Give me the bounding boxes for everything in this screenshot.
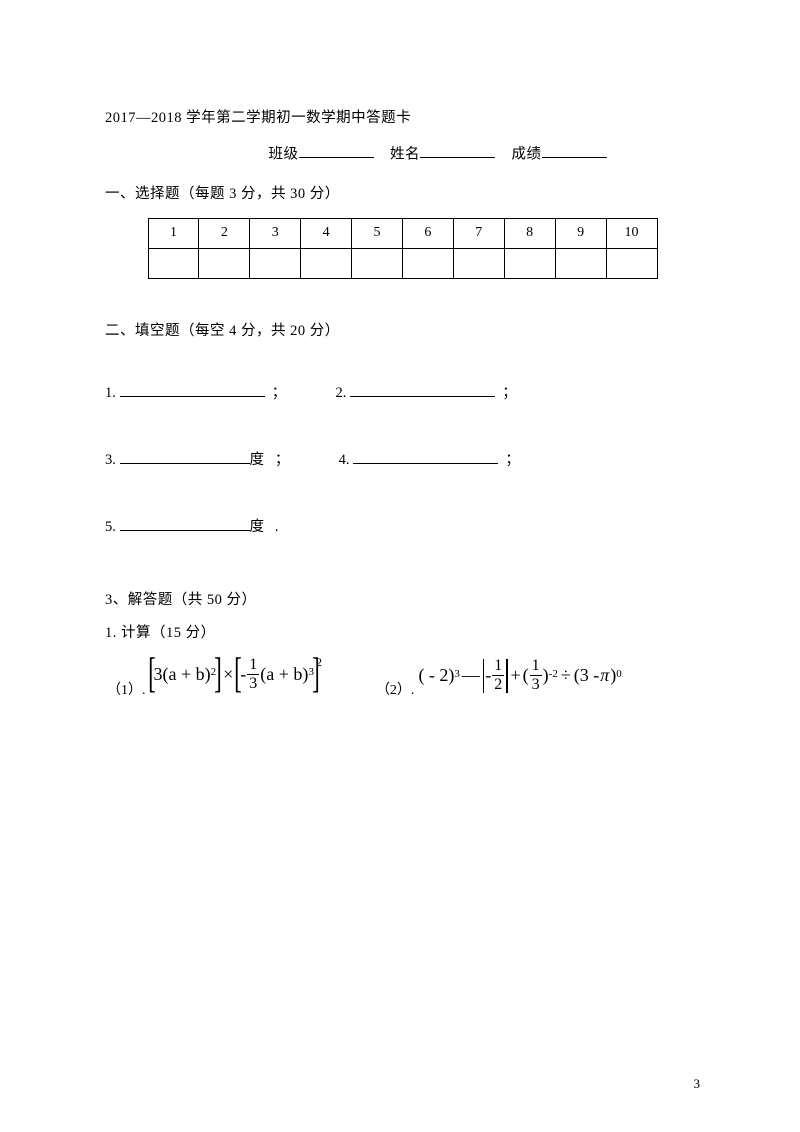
sup: -2 xyxy=(549,668,558,680)
score-blank xyxy=(542,144,607,159)
unit: 度 xyxy=(250,519,265,535)
class-label: 班级 xyxy=(269,146,299,162)
cell: 3 xyxy=(250,218,301,248)
punct: ； xyxy=(502,385,517,401)
frac-top: 1 xyxy=(530,658,542,675)
cell xyxy=(504,248,555,278)
punct: . xyxy=(275,519,279,535)
fill-row: 1. ； 2. ； xyxy=(105,381,700,402)
fill-blank xyxy=(120,449,250,464)
fill-num: 2. xyxy=(336,385,347,402)
cell xyxy=(301,248,352,278)
section2-heading: 二、填空题（每空 4 分，共 20 分） xyxy=(105,321,700,343)
cell: 7 xyxy=(453,218,504,248)
bracket-icon: ] xyxy=(312,655,320,693)
txt: (a + b) xyxy=(260,664,308,685)
fraction: 1 3 xyxy=(530,658,542,693)
name-blank xyxy=(420,144,495,159)
cell xyxy=(199,248,250,278)
punct: ； xyxy=(275,452,290,468)
fraction: 1 2 xyxy=(492,658,504,693)
sup: 0 xyxy=(616,668,622,680)
fill-num: 3. xyxy=(105,452,116,469)
fill-num: 4. xyxy=(339,452,350,469)
pi: π xyxy=(600,665,609,686)
punct: ； xyxy=(272,385,287,401)
cell: 6 xyxy=(402,218,453,248)
cell: 5 xyxy=(352,218,403,248)
fraction: 1 3 xyxy=(247,657,259,692)
frac-bot: 3 xyxy=(530,675,542,693)
section3-heading: 3、解答题（共 50 分） xyxy=(105,590,700,612)
cell xyxy=(606,248,657,278)
fill-row: 5. 度 . xyxy=(105,515,700,536)
formula-2: ( - 2)3 — - 1 2 + ( 1 3 )-2 ÷ (3 - π )0 xyxy=(418,658,621,693)
txt: ( - 2) xyxy=(418,665,454,686)
exam-title: 2017—2018 学年第二学期初一数学期中答题卡 xyxy=(105,108,700,130)
student-info-line: 班级 姓名 成绩 xyxy=(105,144,700,166)
fill-blank xyxy=(350,382,495,397)
cell: 8 xyxy=(504,218,555,248)
cell xyxy=(402,248,453,278)
abs-bar-icon xyxy=(483,659,484,693)
cell: 10 xyxy=(606,218,657,248)
txt: ( xyxy=(523,665,529,686)
cell xyxy=(352,248,403,278)
txt: (3 - xyxy=(574,665,600,686)
cell: 2 xyxy=(199,218,250,248)
cell xyxy=(453,248,504,278)
formula-row: （1）. [ 3 (a + b)2 ] × [ - 1 3 (a + b)3 ]… xyxy=(105,655,700,701)
dash: — xyxy=(462,665,480,686)
answer-table: 1 2 3 4 5 6 7 8 9 10 xyxy=(148,218,658,279)
cell: 9 xyxy=(555,218,606,248)
cell xyxy=(148,248,199,278)
bracket-icon: ] xyxy=(214,655,222,693)
page-number: 3 xyxy=(694,1076,701,1092)
formula-1: [ 3 (a + b)2 ] × [ - 1 3 (a + b)3 ] 2 xyxy=(150,655,322,693)
punct: ； xyxy=(505,452,520,468)
plus: + xyxy=(511,665,521,686)
section1-heading: 一、选择题（每题 3 分，共 30 分） xyxy=(105,184,700,206)
sup: 3 xyxy=(454,668,460,680)
frac-top: 1 xyxy=(492,658,504,675)
fill-row: 3. 度 ； 4. ； xyxy=(105,448,700,469)
frac-top: 1 xyxy=(247,657,259,674)
section3-sub: 1. 计算（15 分） xyxy=(105,623,700,645)
fill-num: 1. xyxy=(105,385,116,402)
cell: 4 xyxy=(301,218,352,248)
table-row: 1 2 3 4 5 6 7 8 9 10 xyxy=(148,218,657,248)
fill-blank xyxy=(120,382,265,397)
bracket-icon: [ xyxy=(148,655,156,693)
class-blank xyxy=(299,144,374,159)
table-row xyxy=(148,248,657,278)
txt: (a + b) xyxy=(163,664,211,685)
q1-label: （1）. xyxy=(107,679,146,701)
fill-num: 5. xyxy=(105,519,116,536)
cell: 1 xyxy=(148,218,199,248)
q2-label: （2）. xyxy=(376,679,415,701)
times-icon: × xyxy=(223,664,233,685)
fill-blank xyxy=(353,449,498,464)
frac-bot: 3 xyxy=(247,674,259,692)
txt: - xyxy=(485,665,491,686)
fill-blank xyxy=(120,516,250,531)
cell xyxy=(250,248,301,278)
frac-bot: 2 xyxy=(492,675,504,693)
bracket-icon: [ xyxy=(234,655,242,693)
cell xyxy=(555,248,606,278)
score-label: 成绩 xyxy=(512,146,542,162)
unit: 度 xyxy=(250,452,265,468)
abs-bar-icon xyxy=(506,659,507,693)
div: ÷ xyxy=(561,665,571,686)
name-label: 姓名 xyxy=(390,146,420,162)
